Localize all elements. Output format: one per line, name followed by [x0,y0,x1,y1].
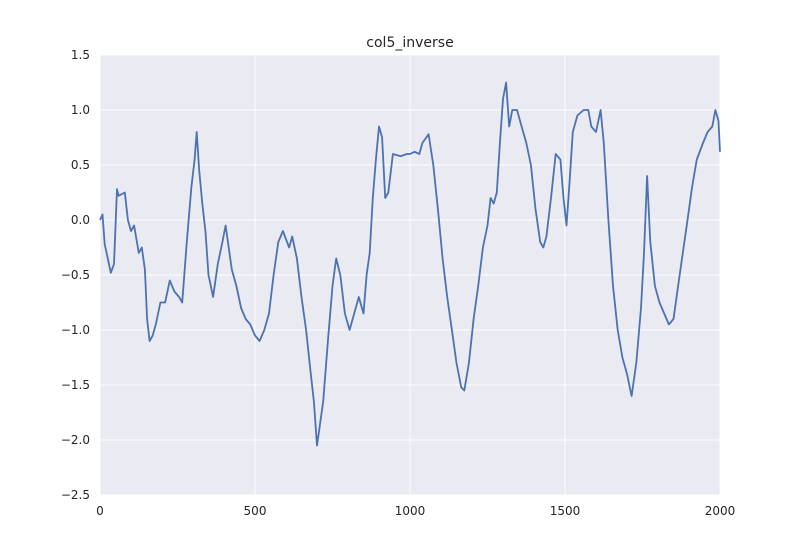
y-tick-label: −1.0 [61,323,90,337]
x-tick-label: 1500 [550,504,581,518]
y-tick-label: 1.0 [71,103,90,117]
x-tick-label: 2000 [705,504,736,518]
y-tick-label: −0.5 [61,268,90,282]
y-tick-label: 0.0 [71,213,90,227]
x-tick-label: 0 [96,504,104,518]
y-tick-label: −2.0 [61,433,90,447]
y-tick-label: −2.5 [61,488,90,502]
y-tick-label: 1.5 [71,48,90,62]
y-tick-label: 0.5 [71,158,90,172]
chart-title: col5_inverse [366,35,453,51]
y-tick-label: −1.5 [61,378,90,392]
x-axis-ticks: 0 500 1000 1500 2000 [96,504,735,518]
series-layer [99,81,721,447]
x-tick-label: 500 [244,504,267,518]
grid [99,54,721,496]
series-line-col5_inverse [99,81,721,447]
y-axis-ticks: −2.5 −2.0 −1.5 −1.0 −0.5 0.0 0.5 1.0 1.5 [61,48,90,502]
x-tick-label: 1000 [395,504,426,518]
